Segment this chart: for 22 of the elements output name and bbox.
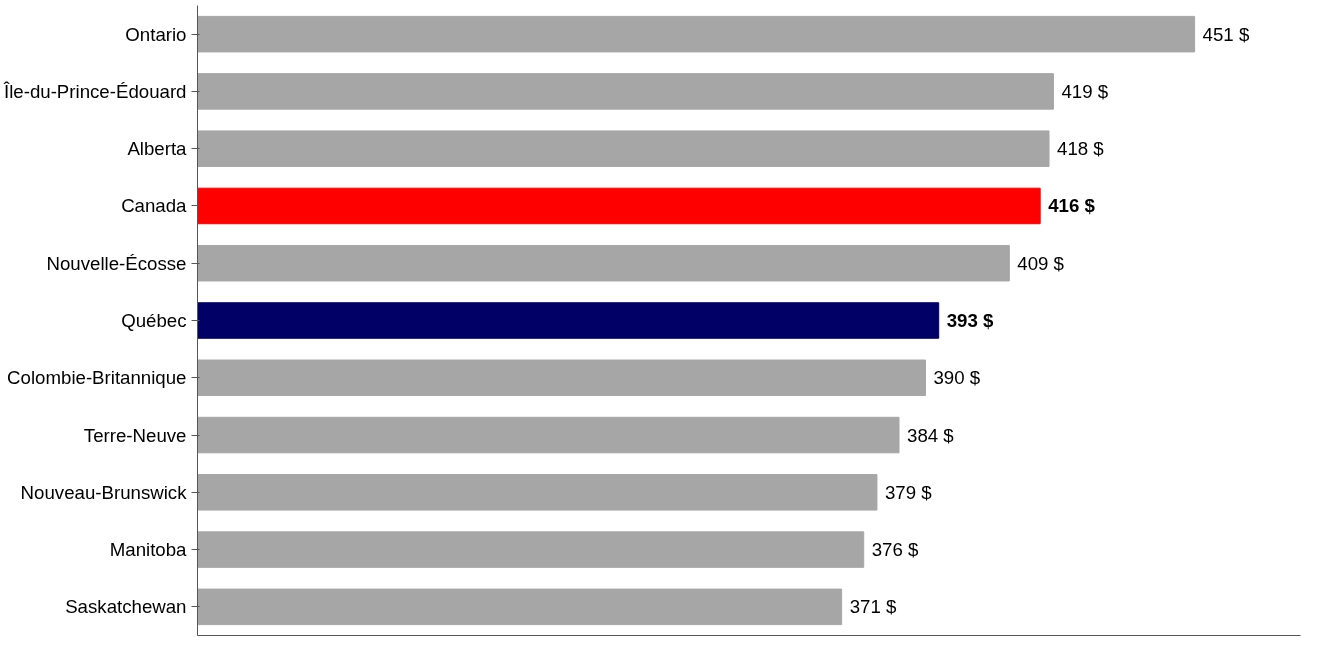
- data-label: 419 $: [1061, 80, 1109, 102]
- y-tick-label: Canada: [121, 195, 188, 217]
- y-tick-label: Nouveau-Brunswick: [20, 481, 188, 503]
- y-tick-label: Ontario: [125, 23, 187, 45]
- data-label: 393 $: [946, 310, 995, 331]
- y-tick-label: Nouvelle-Écosse: [46, 252, 187, 274]
- data-label: 379 $: [884, 481, 933, 503]
- y-tick-label: Saskatchewan: [65, 596, 187, 618]
- data-label: 418 $: [1057, 138, 1105, 160]
- data-label: 390 $: [933, 367, 981, 389]
- y-tick-label: Québec: [121, 310, 187, 331]
- y-tick-label: Île-du-Prince-Édouard: [2, 80, 187, 102]
- y-tick-label: Manitoba: [109, 539, 188, 561]
- data-label: 409 $: [1017, 252, 1065, 274]
- data-label: 451 $: [1202, 23, 1250, 45]
- y-tick-label: Colombie-Britannique: [7, 367, 187, 389]
- y-tick-label: Terre-Neuve: [83, 424, 187, 446]
- data-label: 376 $: [871, 539, 920, 561]
- data-label: 371 $: [849, 596, 897, 618]
- data-label: 416 $: [1048, 195, 1096, 217]
- y-tick-label: Alberta: [127, 138, 188, 160]
- data-label: 384 $: [907, 424, 955, 446]
